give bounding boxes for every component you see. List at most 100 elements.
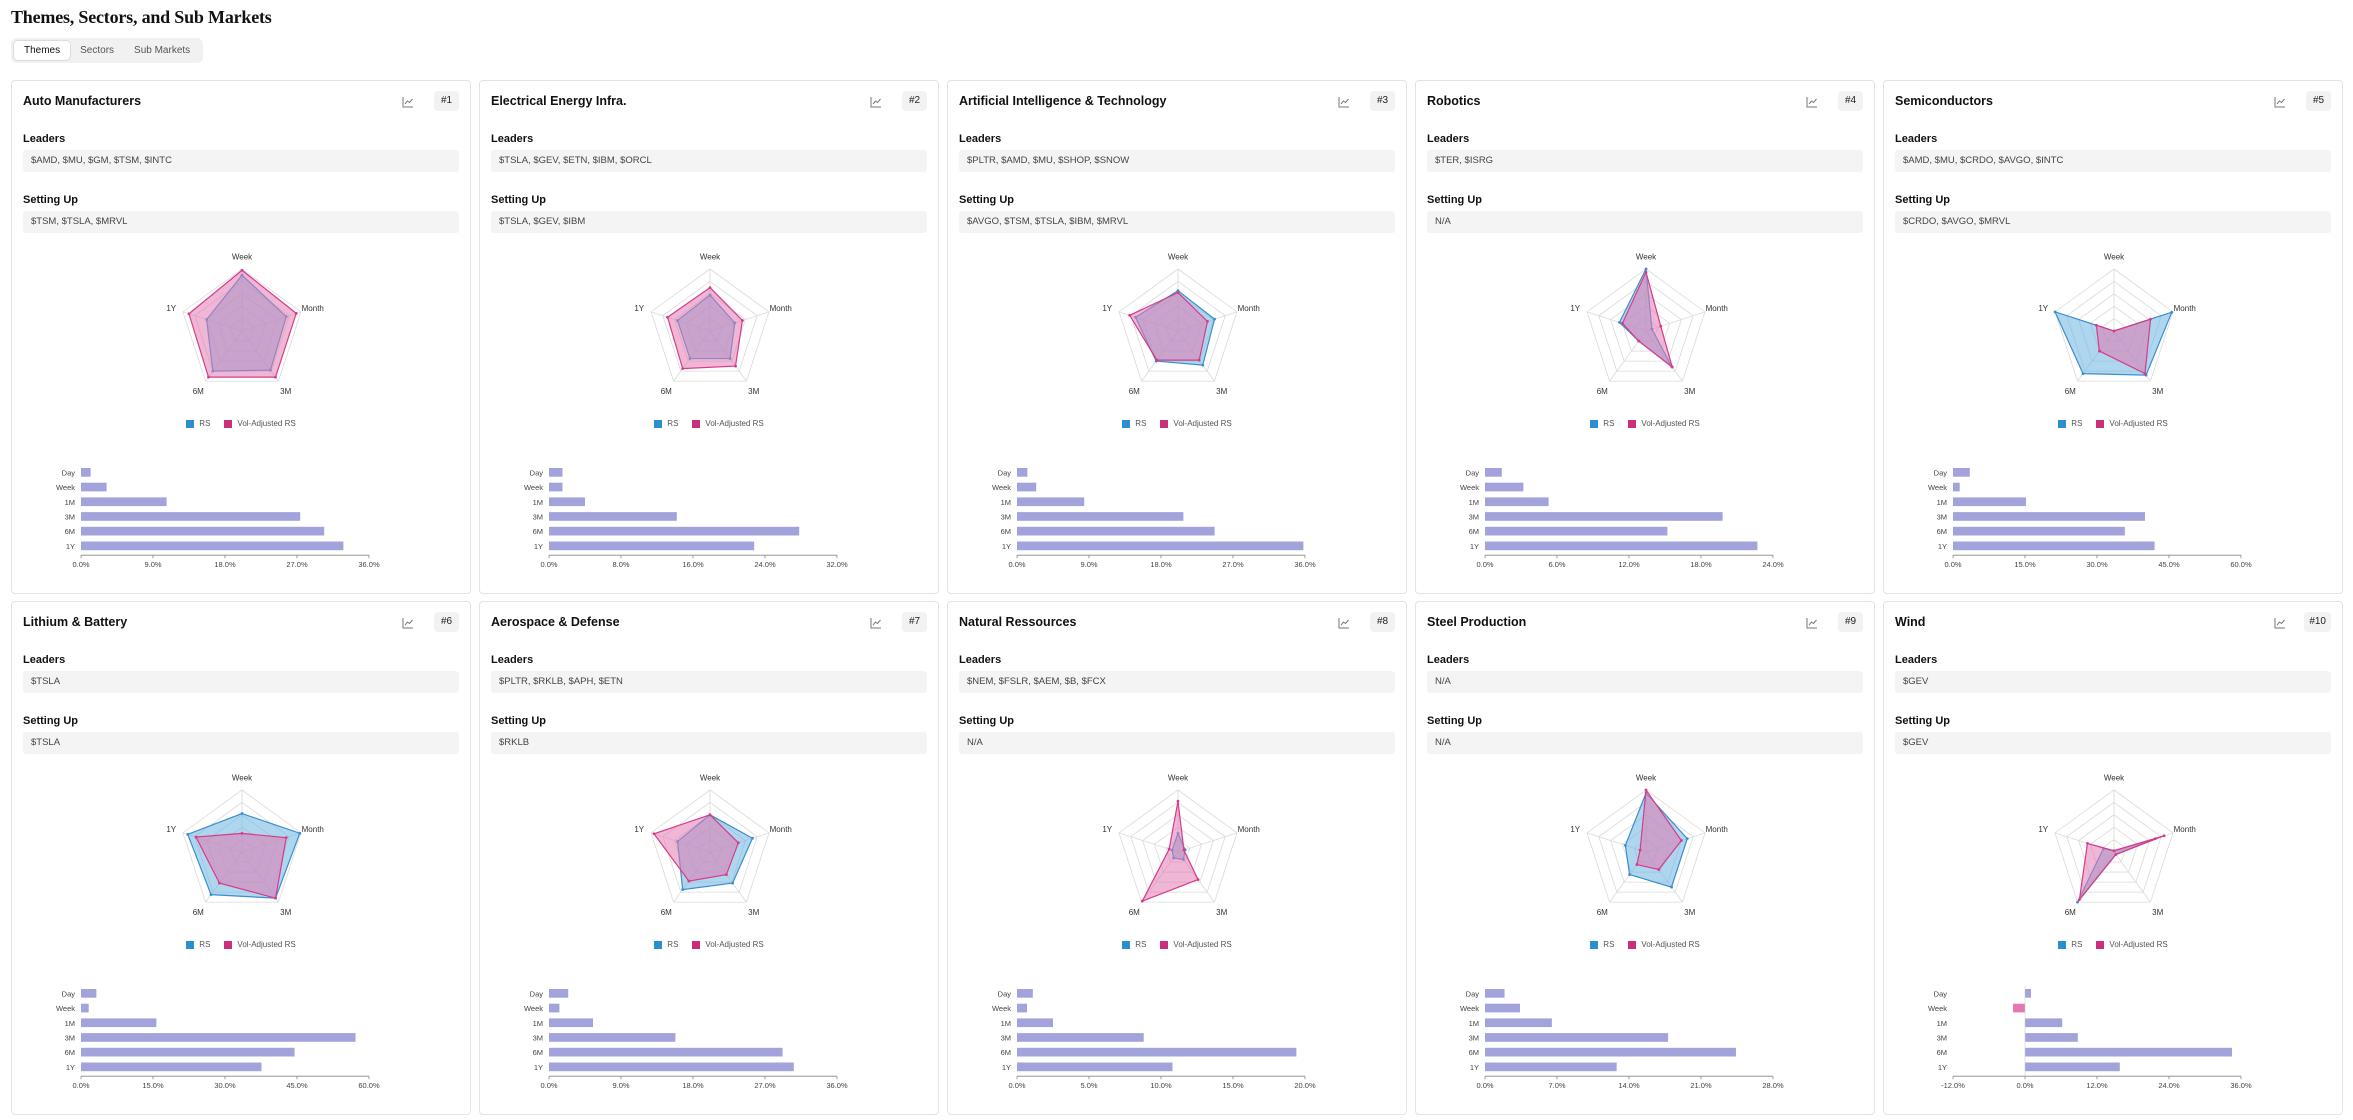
setting-up-label: Setting Up	[23, 194, 78, 206]
legend-item-rs[interactable]: RS	[2058, 940, 2082, 949]
chart-icon[interactable]	[868, 615, 884, 631]
chart-icon[interactable]	[1336, 94, 1352, 110]
bar-category-label: 3M	[1937, 1033, 1947, 1042]
rank-badge: #7	[902, 612, 927, 632]
radar-grid-ring	[1130, 280, 1226, 372]
bar-1m	[1485, 1018, 1552, 1028]
bar-category-label: Week	[524, 1004, 543, 1013]
bar-tick-label: 18.0%	[214, 560, 236, 569]
legend-item-vol[interactable]: Vol-Adjusted RS	[1160, 419, 1232, 428]
radar-series-vol-adjusted-point	[1638, 848, 1642, 852]
radar-series-vol-adjusted-point	[652, 832, 656, 836]
bar-category-label: 3M	[1001, 1033, 1011, 1042]
legend-label: Vol-Adjusted RS	[1641, 419, 1700, 428]
bar-tick-label: 36.0%	[358, 560, 380, 569]
bar-category-label: 6M	[65, 527, 75, 536]
legend-item-rs[interactable]: RS	[654, 940, 678, 949]
legend-item-rs[interactable]: RS	[654, 419, 678, 428]
bar-1m	[81, 497, 167, 507]
card-title: Steel Production	[1427, 615, 1527, 629]
setting-up-value: $CRDO, $AVGO, $MRVL	[1895, 211, 2331, 233]
chart-icon[interactable]	[868, 94, 884, 110]
legend-item-vol[interactable]: Vol-Adjusted RS	[692, 940, 764, 949]
radar-chart: Week Month 3M 6M 1Y	[1102, 253, 1260, 397]
leaders-label: Leaders	[23, 133, 66, 145]
bar-tick-label: 0.0%	[1476, 560, 1493, 569]
bar-category-label: Day	[1466, 468, 1480, 477]
tab-themes[interactable]: Themes	[14, 41, 71, 60]
bar-1m	[1485, 497, 1549, 507]
radar-series-vol-adjusted	[666, 286, 744, 370]
bar-tick-label: 60.0%	[358, 1081, 380, 1090]
radar-series-vol-adjusted-point	[1657, 868, 1661, 871]
radar-axis-label: 1Y	[2038, 304, 2048, 313]
legend-item-rs[interactable]: RS	[186, 419, 210, 428]
bar-category-label: 3M	[65, 1033, 75, 1042]
bar-week	[81, 1003, 89, 1013]
radar-series-vol-adjusted-point	[1128, 313, 1132, 317]
legend-item-rs[interactable]: RS	[186, 940, 210, 949]
radar-series-vol-adjusted	[653, 814, 740, 882]
rs-swatch	[654, 419, 663, 428]
chart-icon[interactable]	[1804, 615, 1820, 631]
legend-item-vol[interactable]: Vol-Adjusted RS	[1160, 940, 1232, 949]
bar-6m	[1485, 526, 1668, 536]
setting-up-value: $TSLA	[23, 732, 459, 754]
tab-sub-markets[interactable]: Sub Markets	[134, 45, 191, 56]
bar-week	[549, 1003, 560, 1013]
legend-item-rs[interactable]: RS	[2058, 419, 2082, 428]
radar-grid-ring	[1130, 801, 1226, 893]
bar-category-label: 3M	[1469, 1033, 1479, 1042]
radar-series-vol-adjusted-point	[724, 873, 728, 876]
chart-icon[interactable]	[2272, 94, 2288, 110]
vol-swatch	[1628, 419, 1637, 428]
radar-axis-label: Month	[2174, 304, 2196, 313]
bar-3m	[1953, 512, 2145, 521]
legend-item-vol[interactable]: Vol-Adjusted RS	[2096, 419, 2168, 428]
bar-category-label: 1M	[65, 1019, 75, 1028]
chart-icon[interactable]	[400, 94, 416, 110]
bar-day	[549, 468, 563, 477]
bar-tick-label: 30.0%	[2086, 560, 2108, 569]
bar-tick-label: 24.0%	[2158, 1081, 2180, 1090]
legend-item-rs[interactable]: RS	[1590, 940, 1614, 949]
leaders-value: $TSLA	[23, 671, 459, 693]
leaders-value: $TSLA, $GEV, $ETN, $IBM, $ORCL	[491, 150, 927, 172]
leaders-value: $AMD, $MU, $GM, $TSM, $INTC	[23, 150, 459, 172]
legend-item-rs[interactable]: RS	[1590, 419, 1614, 428]
legend-item-vol[interactable]: Vol-Adjusted RS	[2096, 940, 2168, 949]
card-title: Auto Manufacturers	[23, 94, 142, 108]
radar-series-vol-adjusted-point	[274, 375, 277, 379]
legend-item-vol[interactable]: Vol-Adjusted RS	[224, 940, 296, 949]
legend-item-vol[interactable]: Vol-Adjusted RS	[692, 419, 764, 428]
radar-axis-label: 6M	[661, 908, 672, 917]
legend-label: Vol-Adjusted RS	[237, 940, 296, 949]
radar-series-rs-point	[2081, 372, 2085, 376]
rs-swatch	[186, 419, 195, 428]
bar-tick-label: 16.0%	[682, 560, 704, 569]
legend-item-rs[interactable]: RS	[1122, 419, 1146, 428]
bar-1m	[1953, 497, 2026, 507]
legend-item-rs[interactable]: RS	[1122, 940, 1146, 949]
radar-spoke	[2113, 851, 2151, 903]
tab-sectors[interactable]: Sectors	[80, 45, 115, 56]
theme-card-6: Lithium & Battery #6 Leaders $TSLA Setti…	[11, 601, 471, 1115]
chart-icon[interactable]	[1336, 615, 1352, 631]
bar-6m	[1017, 1047, 1297, 1057]
bar-3m	[81, 512, 301, 521]
chart-icon[interactable]	[2272, 615, 2288, 631]
radar-axis-label: 3M	[2152, 908, 2163, 917]
bar-category-label: 3M	[65, 512, 75, 521]
bar-tick-label: 45.0%	[2158, 560, 2180, 569]
bar-3m	[1485, 512, 1723, 521]
bar-tick-label: 0.0%	[540, 560, 557, 569]
chart-icon[interactable]	[1804, 94, 1820, 110]
legend-item-vol[interactable]: Vol-Adjusted RS	[224, 419, 296, 428]
radar-axis-label: Month	[1238, 304, 1260, 313]
chart-icon[interactable]	[400, 615, 416, 631]
legend-item-vol[interactable]: Vol-Adjusted RS	[1628, 419, 1700, 428]
bar-chart: 0.0% 9.0% 18.0% 27.0% 36.0% Day Week 1M 3M 6M 1Y	[992, 468, 1316, 569]
legend-label: RS	[1603, 940, 1615, 949]
bar-6m	[549, 526, 800, 536]
legend-item-vol[interactable]: Vol-Adjusted RS	[1628, 940, 1700, 949]
